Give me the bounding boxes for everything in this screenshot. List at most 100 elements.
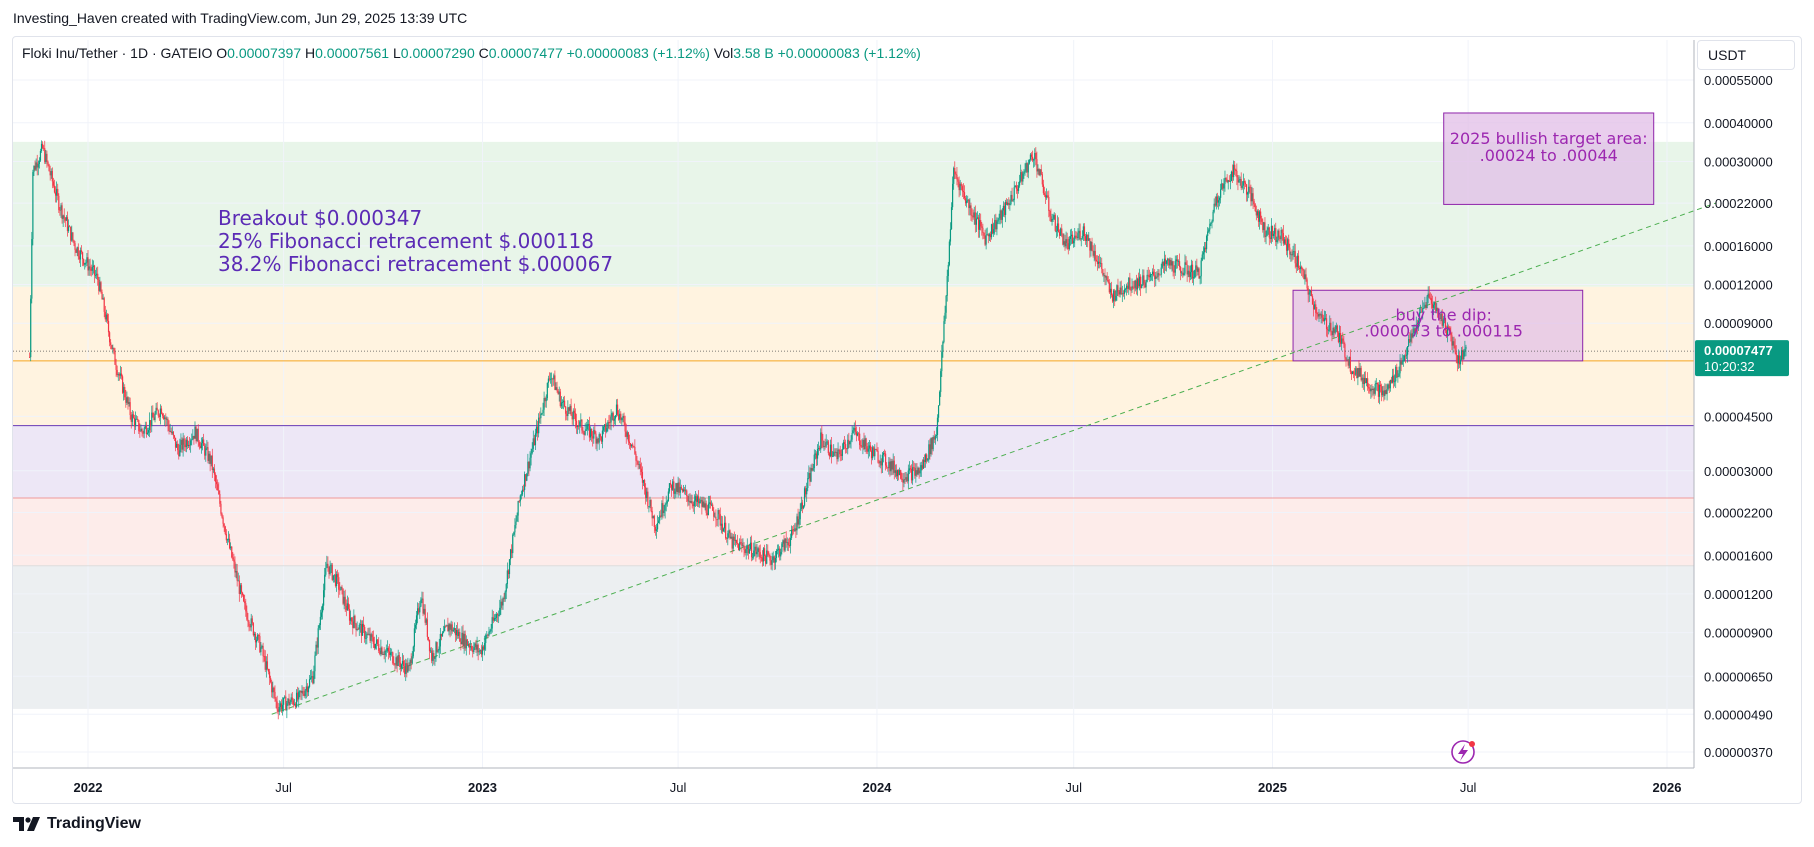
candle-body (243, 595, 245, 602)
candle-body (1148, 275, 1150, 278)
candle-body (251, 618, 253, 624)
candle-body (275, 698, 277, 702)
candle-body (726, 538, 728, 539)
candle-body (56, 188, 58, 196)
candle-body (415, 615, 418, 625)
candle-body (946, 276, 948, 296)
candle-body (1132, 286, 1134, 288)
candle-body (1312, 304, 1315, 310)
candle-body (580, 419, 582, 422)
candle-body (160, 408, 163, 414)
candle-body (982, 227, 984, 234)
candle-body (1314, 304, 1316, 310)
candle-body (1255, 211, 1257, 216)
candle-body (154, 413, 156, 420)
candle-body (984, 235, 986, 245)
candle-body (1436, 307, 1438, 311)
candle-body (1017, 185, 1020, 191)
candle-body (827, 441, 829, 454)
candle-body (49, 171, 51, 176)
candle-body (843, 442, 846, 445)
candle-body (950, 207, 953, 230)
candle-body (462, 632, 464, 647)
candle-body (191, 439, 193, 441)
candle-body (1463, 350, 1465, 360)
candle-body (1304, 274, 1306, 280)
candle-body (533, 438, 535, 446)
candle-body (935, 434, 938, 437)
candle-body (809, 473, 811, 482)
candle-body (733, 536, 735, 541)
candle-body (543, 398, 545, 410)
candle-body (988, 234, 990, 237)
candle-body (1056, 223, 1059, 231)
candle-body (718, 510, 720, 515)
candle-body (562, 400, 565, 403)
candle-body (582, 430, 584, 433)
candle-body (1346, 359, 1348, 361)
candle-body (832, 455, 834, 457)
candle-body (749, 542, 752, 550)
candle-body (445, 626, 447, 628)
candle-body (999, 210, 1001, 219)
candle-body (914, 467, 916, 476)
candle-body (366, 633, 368, 639)
candle-body (409, 659, 411, 666)
buy-dip-box (1292, 289, 1584, 362)
currency-button[interactable]: USDT (1697, 40, 1795, 70)
candle-body (151, 412, 153, 427)
candle-body (130, 415, 132, 422)
candle-body (799, 509, 801, 520)
y-tick-label: 0.00004500 (1704, 409, 1773, 424)
candle-body (1248, 186, 1250, 193)
candle-body (392, 652, 394, 664)
candle-body (904, 479, 906, 480)
candle-body (59, 210, 61, 211)
candle-body (929, 444, 931, 455)
candle-body (478, 651, 480, 653)
candle-body (1140, 276, 1142, 289)
candle-body (1303, 270, 1305, 280)
candle-body (1039, 169, 1041, 176)
candle-body (1435, 302, 1437, 311)
candle-body (738, 543, 740, 551)
candle-body (755, 546, 757, 555)
candle-body (1323, 318, 1325, 322)
candle-body (971, 215, 973, 217)
candle-body (585, 429, 587, 431)
candle-body (531, 448, 533, 454)
candle-body (793, 530, 795, 532)
candle-body (1301, 266, 1303, 270)
candle-body (1318, 314, 1320, 317)
candle-body (437, 650, 439, 652)
candle-body (591, 428, 593, 437)
candle-body (432, 653, 434, 661)
candle-body (343, 596, 345, 604)
candle-body (575, 420, 578, 428)
candle-body (1012, 200, 1014, 201)
candle-body (1267, 227, 1269, 230)
candle-body (227, 538, 230, 540)
candle-body (518, 501, 520, 502)
candle-body (250, 618, 252, 628)
candle-body (891, 461, 893, 470)
tradingview-logo[interactable]: TradingView (13, 815, 141, 833)
candle-body (373, 643, 376, 649)
candle-body (663, 510, 665, 514)
y-tick-label: 0.00022000 (1704, 196, 1773, 211)
candle-body (527, 461, 529, 474)
candle-body (895, 470, 898, 477)
candle-body (547, 378, 550, 383)
candle-body (254, 633, 257, 643)
candle-body (1377, 384, 1380, 397)
candle-body (262, 646, 264, 656)
candle-body (750, 542, 753, 558)
candle-body (760, 557, 762, 559)
candle-body (959, 183, 961, 191)
candle-body (762, 548, 765, 562)
candle-body (182, 438, 184, 450)
candle-body (1355, 368, 1357, 375)
candle-body (173, 435, 176, 438)
candle-body (124, 387, 126, 398)
